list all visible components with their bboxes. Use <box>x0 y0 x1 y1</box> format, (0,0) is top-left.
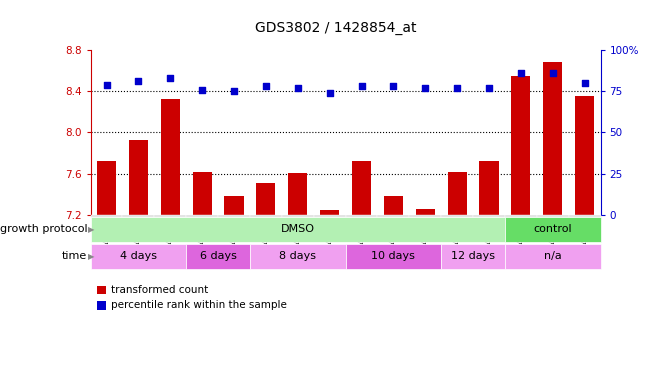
Point <box>197 86 207 93</box>
Text: DMSO: DMSO <box>280 224 315 235</box>
Text: growth protocol: growth protocol <box>0 224 87 235</box>
Text: GDS3802 / 1428854_at: GDS3802 / 1428854_at <box>255 21 416 35</box>
Bar <box>575 96 595 215</box>
Bar <box>384 197 403 215</box>
Point <box>356 83 367 89</box>
Text: ▶: ▶ <box>88 252 95 261</box>
Point <box>484 85 495 91</box>
Text: 6 days: 6 days <box>200 251 236 262</box>
Text: control: control <box>533 224 572 235</box>
Bar <box>448 172 466 215</box>
Point <box>133 78 144 84</box>
Point <box>388 83 399 89</box>
Bar <box>352 161 371 215</box>
Text: 8 days: 8 days <box>279 251 316 262</box>
Bar <box>129 140 148 215</box>
Point <box>165 75 176 81</box>
Bar <box>161 99 180 215</box>
Point <box>229 88 240 94</box>
Bar <box>415 209 435 215</box>
Bar <box>97 161 116 215</box>
Bar <box>320 210 339 215</box>
Bar <box>479 161 499 215</box>
Bar <box>193 172 212 215</box>
Text: time: time <box>62 251 87 262</box>
Bar <box>288 173 307 215</box>
Text: 12 days: 12 days <box>451 251 495 262</box>
Point <box>260 83 271 89</box>
Point <box>324 90 335 96</box>
Point <box>515 70 526 76</box>
Text: percentile rank within the sample: percentile rank within the sample <box>111 300 287 310</box>
Text: transformed count: transformed count <box>111 285 209 295</box>
Point <box>579 80 590 86</box>
Text: 10 days: 10 days <box>372 251 415 262</box>
Text: n/a: n/a <box>544 251 562 262</box>
Bar <box>224 197 244 215</box>
Point <box>452 85 462 91</box>
Text: ▶: ▶ <box>88 225 95 234</box>
Point <box>420 85 431 91</box>
Bar <box>543 62 562 215</box>
Point <box>548 70 558 76</box>
Bar <box>256 183 275 215</box>
Text: 4 days: 4 days <box>120 251 157 262</box>
Point <box>101 81 112 88</box>
Bar <box>511 76 530 215</box>
Point <box>293 85 303 91</box>
